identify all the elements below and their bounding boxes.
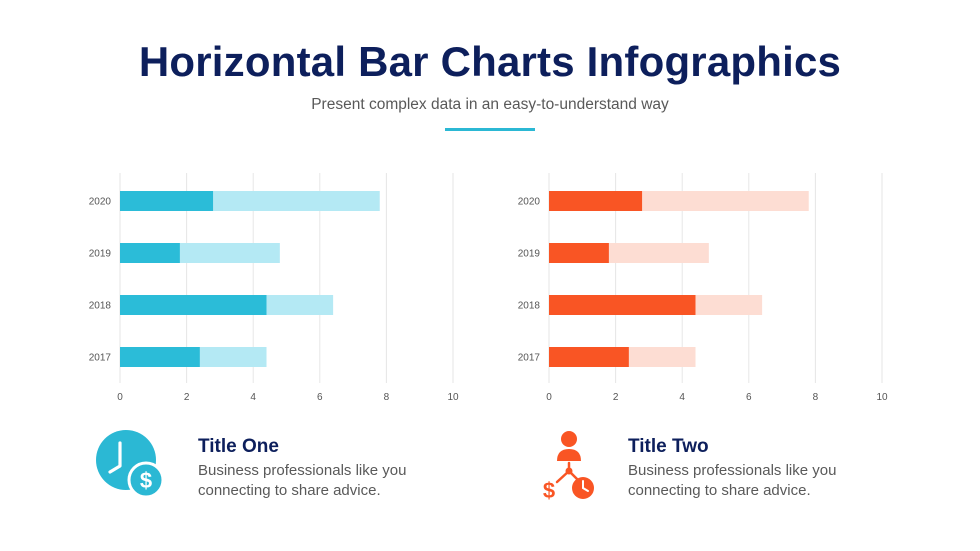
title-accent-line xyxy=(445,128,535,131)
chart-1-category-label: 2020 xyxy=(89,197,112,208)
chart-2-bar-secondary xyxy=(608,243,709,263)
chart-1-x-tick-label: 2 xyxy=(184,392,190,403)
chart-1-bar-secondary xyxy=(213,191,380,211)
person-money-time-icon: $ xyxy=(535,430,607,503)
feature-description-one: Business professionals like you connecti… xyxy=(198,462,407,499)
chart-1-bar-primary xyxy=(120,191,214,211)
chart-1-x-tick-label: 4 xyxy=(250,392,256,403)
chart-2-category-label: 2018 xyxy=(518,301,541,312)
chart-2-x-tick-label: 0 xyxy=(546,392,552,403)
chart-2-bar-primary xyxy=(549,347,629,367)
chart-2-bar-secondary xyxy=(695,295,763,315)
chart-2-x-tick-label: 4 xyxy=(679,392,685,403)
feature-description-two: Business professionals like you connecti… xyxy=(628,462,837,499)
svg-text:$: $ xyxy=(140,468,152,493)
page-subtitle: Present complex data in an easy-to-under… xyxy=(311,96,669,113)
chart-2-bar-secondary xyxy=(628,347,696,367)
chart-2-category-label: 2020 xyxy=(518,197,541,208)
chart-1-category-label: 2018 xyxy=(89,301,112,312)
chart-2-x-tick-label: 2 xyxy=(613,392,619,403)
feature-title-two: Title Two xyxy=(628,436,709,457)
chart-1-x-tick-label: 8 xyxy=(384,392,390,403)
chart-1-category-label: 2019 xyxy=(89,249,112,260)
chart-1-bar-primary xyxy=(120,295,267,315)
page-title: Horizontal Bar Charts Infographics xyxy=(138,38,842,85)
time-money-icon: $ xyxy=(96,430,168,502)
chart-2-x-tick-label: 10 xyxy=(876,392,888,403)
chart-1-bar-secondary xyxy=(266,295,334,315)
chart-2-bar-secondary xyxy=(642,191,809,211)
chart-2-x-tick-label: 6 xyxy=(746,392,752,403)
chart-2-bar-primary xyxy=(549,295,696,315)
chart-2-x-tick-label: 8 xyxy=(813,392,819,403)
chart-1-bar-primary xyxy=(120,347,200,367)
chart-1-x-tick-label: 10 xyxy=(447,392,459,403)
svg-text:$: $ xyxy=(543,478,555,502)
chart-2-category-label: 2017 xyxy=(518,353,541,364)
chart-1-bar-primary xyxy=(120,243,180,263)
chart-2-bar-primary xyxy=(549,243,609,263)
chart-1-bar-secondary xyxy=(199,347,267,367)
chart-1-bar-secondary xyxy=(179,243,280,263)
chart-1-x-tick-label: 6 xyxy=(317,392,323,403)
chart-2-category-label: 2019 xyxy=(518,249,541,260)
chart-1-category-label: 2017 xyxy=(89,353,112,364)
chart-2-bar-primary xyxy=(549,191,643,211)
chart-1-x-tick-label: 0 xyxy=(117,392,123,403)
feature-title-one: Title One xyxy=(198,436,279,457)
